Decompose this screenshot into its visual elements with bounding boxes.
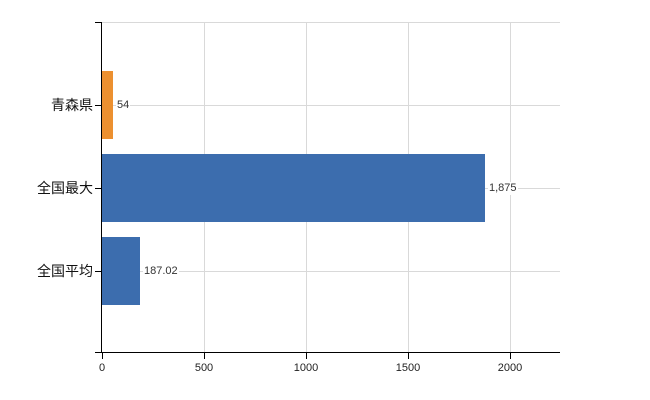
x-axis-tick [203, 353, 205, 359]
category-label: 全国最大 [37, 180, 93, 196]
bar-3 [102, 237, 140, 305]
y-axis-tick [95, 270, 102, 272]
category-label: 青森県 [51, 97, 93, 113]
x-tick-label: 1500 [395, 362, 421, 374]
gridline-horizontal [102, 104, 560, 106]
bar-value-label: 1,875 [488, 182, 518, 195]
x-tick-label: 0 [98, 362, 106, 374]
y-axis-tick [95, 21, 102, 23]
y-axis-tick [95, 187, 102, 189]
bar-2 [102, 154, 485, 222]
bar-1 [102, 71, 113, 139]
x-tick-label: 2000 [497, 362, 523, 374]
gridline-horizontal [102, 270, 560, 272]
y-axis [101, 22, 102, 353]
x-axis-tick [509, 353, 511, 359]
x-axis-tick [101, 353, 103, 359]
x-tick-label: 500 [194, 362, 214, 374]
x-tick-label: 1000 [293, 362, 319, 374]
bar-value-label: 54 [116, 99, 131, 112]
gridline-horizontal [102, 21, 560, 23]
bar-value-label: 187.02 [143, 265, 179, 278]
x-axis-tick [305, 353, 307, 359]
category-label: 全国平均 [37, 263, 93, 279]
y-axis-tick [95, 104, 102, 106]
x-axis-tick [407, 353, 409, 359]
x-axis [95, 352, 560, 353]
